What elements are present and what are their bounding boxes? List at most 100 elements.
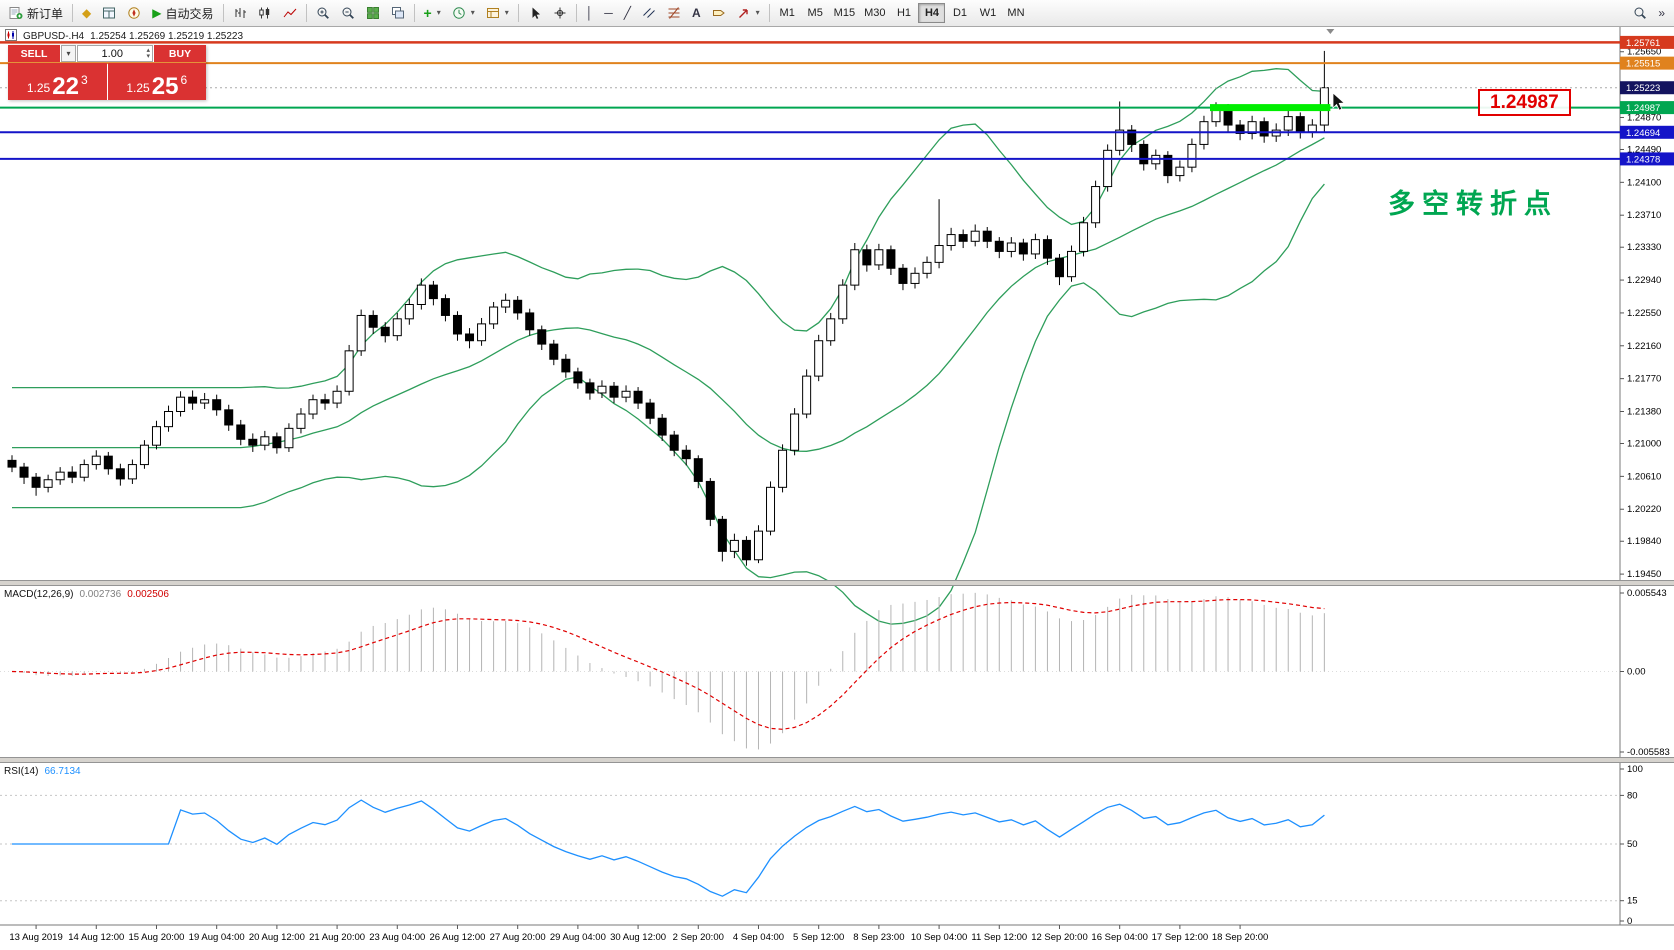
- macd-signal-line: [11, 598, 1325, 730]
- buy-chip[interactable]: BUY: [154, 45, 206, 62]
- navigator-icon: [127, 6, 141, 20]
- autotrade-label: 自动交易: [165, 6, 214, 21]
- crosshair-button[interactable]: [548, 2, 572, 24]
- svg-text:19 Aug 04:00: 19 Aug 04:00: [189, 932, 245, 943]
- toolbar-overflow-button[interactable]: »: [1653, 2, 1670, 24]
- line-chart-button[interactable]: [278, 2, 302, 24]
- chevron-down-icon: ▾: [755, 8, 760, 17]
- svg-text:30 Aug 12:00: 30 Aug 12:00: [610, 932, 666, 943]
- bollinger-lower-band: [12, 183, 1325, 625]
- buy-button[interactable]: 1.25 25 6: [107, 63, 206, 100]
- svg-text:12 Sep 20:00: 12 Sep 20:00: [1031, 932, 1088, 943]
- market-watch-button[interactable]: ◆: [77, 2, 96, 24]
- timeframe-mn[interactable]: MN: [1002, 3, 1029, 23]
- rsi-panel: [0, 794, 1620, 902]
- arrow-tool-icon: [737, 6, 751, 20]
- svg-text:29 Aug 04:00: 29 Aug 04:00: [550, 932, 606, 943]
- clock-icon: [452, 6, 466, 20]
- chart-window-icon: [5, 29, 17, 44]
- timeframe-m1[interactable]: M1: [774, 3, 801, 23]
- sell-price-base: 1.25: [26, 81, 51, 95]
- trendline-button[interactable]: ╱: [619, 2, 636, 24]
- mouse-cursor: [1332, 92, 1346, 111]
- lot-value: 1.00: [101, 47, 123, 60]
- chart-title: GBPUSD-.H4 1.25254 1.25269 1.25219 1.252…: [5, 29, 243, 44]
- fibonacci-button[interactable]: [662, 2, 686, 24]
- svg-text:0.005543: 0.005543: [1627, 588, 1667, 599]
- tile-windows-button[interactable]: [361, 2, 385, 24]
- svg-text:1.25515: 1.25515: [1626, 59, 1660, 70]
- lot-size-input[interactable]: 1.00 ▴ ▾: [77, 45, 153, 62]
- new-order-button[interactable]: 新订单: [4, 2, 68, 24]
- zoom-in-icon: [316, 6, 330, 20]
- price-axis[interactable]: 1.25650 1.24870 1.24490 1.24100 1.23710 1.233…: [1619, 27, 1670, 927]
- vertical-line-button[interactable]: │: [581, 2, 599, 24]
- toolbar-separator: [575, 4, 577, 22]
- search-icon: [1633, 6, 1647, 20]
- channel-button[interactable]: [637, 2, 661, 24]
- svg-text:80: 80: [1627, 790, 1638, 801]
- horizontal-lines[interactable]: [0, 41, 1620, 160]
- spin-down-icon[interactable]: ▾: [146, 52, 150, 60]
- bar-chart-button[interactable]: [228, 2, 252, 24]
- buy-price-pip: 6: [180, 73, 188, 87]
- text-tool-icon: A: [691, 6, 701, 20]
- toolbar-separator: [72, 4, 74, 22]
- one-click-trading-panel: SELL ▾ 1.00 ▴ ▾ BUY 1.25 22 3 1.25 25 6: [8, 45, 206, 100]
- svg-text:100: 100: [1627, 764, 1643, 775]
- text-tool-button[interactable]: A: [687, 2, 706, 24]
- svg-text:50: 50: [1627, 839, 1638, 850]
- new-order-icon: [9, 6, 23, 20]
- periods-button[interactable]: ▾: [447, 2, 480, 24]
- panel-separator[interactable]: [0, 580, 1674, 586]
- chinese-annotation: 多空转折点: [1388, 189, 1558, 219]
- macd-value: 0.002736: [79, 589, 122, 600]
- svg-text:18 Sep 20:00: 18 Sep 20:00: [1212, 932, 1269, 943]
- svg-text:1.24870: 1.24870: [1627, 112, 1661, 123]
- timeframe-m30[interactable]: M30: [860, 3, 889, 23]
- vertical-line-icon: │: [585, 6, 594, 20]
- svg-text:1.19840: 1.19840: [1627, 536, 1661, 547]
- candlestick-chart-button[interactable]: [253, 2, 277, 24]
- indicators-button[interactable]: + ▾: [419, 2, 446, 24]
- price-axis-label-boxes: 1.25761 1.25515 1.24987 1.24694 1.24378 1.252…: [1620, 35, 1674, 166]
- overflow-chevron-icon: »: [1658, 6, 1665, 20]
- navigator-button[interactable]: [122, 2, 146, 24]
- timeframe-w1[interactable]: W1: [974, 3, 1001, 23]
- sell-chip[interactable]: SELL: [8, 45, 60, 62]
- templates-button[interactable]: ▾: [481, 2, 514, 24]
- zoom-in-button[interactable]: [311, 2, 335, 24]
- toolbar-separator: [768, 4, 770, 22]
- label-tool-button[interactable]: [707, 2, 731, 24]
- rsi-value: 66.7134: [44, 766, 81, 777]
- timeframe-d1[interactable]: D1: [946, 3, 973, 23]
- indicators-icon: +: [423, 5, 432, 21]
- time-axis[interactable]: 13 Aug 2019 14 Aug 12:00 15 Aug 20:00 19 Au…: [0, 924, 1674, 943]
- autotrade-button[interactable]: ▶ 自动交易: [147, 2, 218, 24]
- timeframe-h4[interactable]: H4: [918, 3, 946, 23]
- panel-separator[interactable]: [0, 757, 1674, 763]
- svg-text:1.24490: 1.24490: [1627, 144, 1661, 155]
- svg-text:16 Sep 04:00: 16 Sep 04:00: [1091, 932, 1148, 943]
- zoom-out-icon: [341, 6, 355, 20]
- timeframe-m15[interactable]: M15: [830, 3, 859, 23]
- data-window-button[interactable]: [97, 2, 121, 24]
- search-button[interactable]: [1628, 2, 1652, 24]
- svg-text:1.24100: 1.24100: [1627, 177, 1661, 188]
- chevron-down-icon: ▾: [470, 8, 475, 17]
- timeframe-h1[interactable]: H1: [890, 3, 917, 23]
- rsi-line: [12, 799, 1325, 897]
- lot-spinner[interactable]: ▴ ▾: [146, 47, 152, 60]
- toolbar-separator: [222, 4, 224, 22]
- cursor-button[interactable]: [523, 2, 547, 24]
- svg-text:1.20610: 1.20610: [1627, 471, 1661, 482]
- cascade-windows-button[interactable]: [386, 2, 410, 24]
- zoom-out-button[interactable]: [336, 2, 360, 24]
- horizontal-line-button[interactable]: ─: [599, 2, 618, 24]
- arrows-tool-button[interactable]: ▾: [732, 2, 765, 24]
- timeframe-m5[interactable]: M5: [802, 3, 829, 23]
- spin-up-icon[interactable]: ▴: [146, 47, 150, 55]
- sell-button[interactable]: 1.25 22 3: [8, 63, 107, 100]
- chart-canvas[interactable]: 1.256501.248701.244901.241001.237101.233…: [0, 27, 1674, 950]
- trade-options-dropdown[interactable]: ▾: [61, 45, 76, 62]
